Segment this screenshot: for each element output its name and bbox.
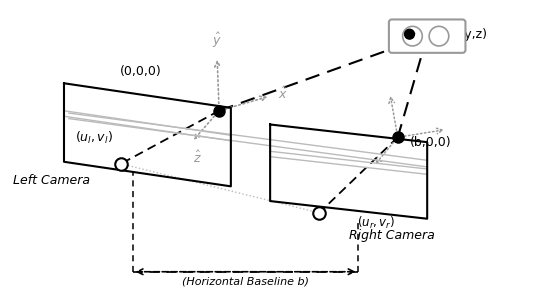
Text: $\hat{z}$: $\hat{z}$ — [193, 150, 202, 166]
Text: (b,0,0): (b,0,0) — [409, 136, 451, 149]
Text: (x,y,z): (x,y,z) — [449, 28, 488, 41]
Text: $(u_l,v_l)$: $(u_l,v_l)$ — [75, 130, 113, 146]
Text: Left Camera: Left Camera — [13, 174, 90, 187]
Text: $(u_r,v_r)$: $(u_r,v_r)$ — [357, 215, 394, 231]
Text: $\hat{y}$: $\hat{y}$ — [212, 31, 222, 50]
FancyBboxPatch shape — [389, 19, 465, 53]
Text: (0,0,0): (0,0,0) — [120, 66, 161, 79]
Circle shape — [404, 29, 414, 39]
Text: $\hat{x}$: $\hat{x}$ — [278, 86, 288, 102]
Circle shape — [403, 26, 422, 46]
Circle shape — [429, 26, 449, 46]
Text: (Horizontal Baseline b): (Horizontal Baseline b) — [182, 277, 309, 287]
Text: Right Camera: Right Camera — [348, 229, 434, 242]
